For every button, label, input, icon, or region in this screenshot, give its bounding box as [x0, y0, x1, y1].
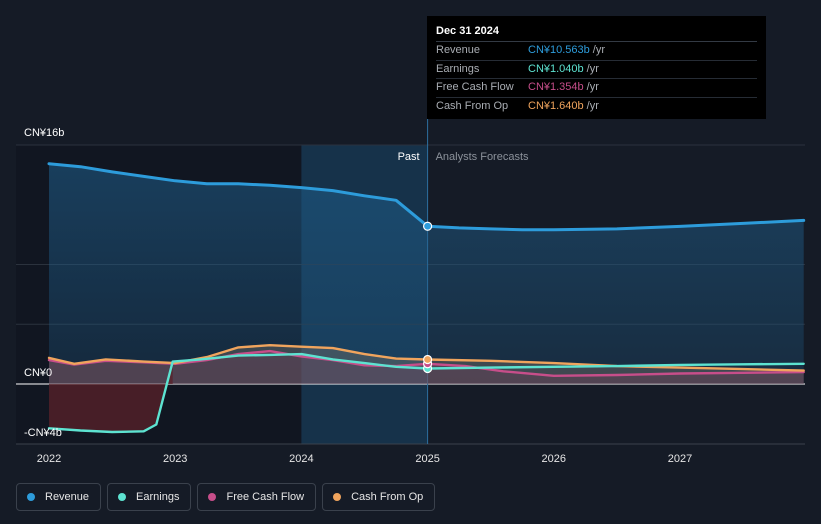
tooltip-row-name: Cash From Op	[436, 99, 509, 112]
legend-label: Earnings	[136, 491, 180, 503]
tooltip-row: Earnings CN¥1.040b/yr	[436, 61, 757, 79]
y-tick-label: -CN¥4b	[24, 427, 62, 439]
tooltip-row-name: Free Cash Flow	[436, 81, 514, 93]
legend-label: Revenue	[45, 491, 90, 503]
tooltip-row-name: Revenue	[436, 44, 481, 56]
legend-item-free-cash-flow[interactable]: Free Cash Flow	[197, 483, 317, 511]
legend-label: Cash From Op	[351, 491, 424, 503]
x-tick-label: 2022	[37, 453, 61, 465]
tooltip-row-unit: /yr	[586, 81, 599, 93]
tooltip: Dec 31 2024 Revenue CN¥10.563b/yr Earnings…	[427, 16, 766, 119]
x-tick-label: 2024	[289, 453, 313, 465]
series-line-earnings	[47, 352, 805, 434]
revenue-area	[49, 163, 804, 384]
series-line-revenue	[47, 162, 806, 232]
tooltip-row-value: CN¥1.640b	[528, 99, 584, 112]
tooltip-date: Dec 31 2024	[436, 24, 757, 42]
legend-item-revenue[interactable]: Revenue	[16, 483, 102, 511]
tooltip-row-name: Earnings	[436, 62, 480, 75]
x-tick-label: 2025	[415, 453, 439, 465]
forecast-label: Analysts Forecasts	[436, 151, 529, 163]
x-tick-label: 2026	[542, 453, 566, 465]
tooltip-row-value: CN¥1.354b	[528, 81, 584, 93]
legend-dot-icon	[333, 493, 342, 501]
tooltip-row-unit: /yr	[592, 44, 606, 56]
marker-cash-from-op	[423, 354, 433, 365]
past-label: Past	[398, 151, 420, 163]
tooltip-row-unit: /yr	[586, 99, 599, 112]
earnings-negative-area	[49, 361, 173, 432]
tooltip-row-value: CN¥10.563b	[528, 44, 590, 56]
y-tick-label: CN¥0	[24, 367, 52, 379]
legend-dot-icon	[27, 493, 35, 501]
legend-item-earnings[interactable]: Earnings	[107, 483, 192, 511]
x-tick-label: 2023	[163, 453, 187, 465]
legend-dot-icon	[118, 493, 127, 501]
marker-revenue	[423, 221, 433, 231]
tooltip-row: Revenue CN¥10.563b/yr	[436, 42, 757, 61]
legend-item-cash-from-op[interactable]: Cash From Op	[322, 483, 436, 511]
tooltip-row: Free Cash Flow CN¥1.354b/yr	[436, 79, 757, 98]
tooltip-row: Cash From Op CN¥1.640b/yr	[436, 98, 757, 116]
tooltip-row-value: CN¥1.040b	[528, 62, 584, 75]
legend: Revenue Earnings Free Cash Flow Cash From O…	[16, 483, 436, 513]
tooltip-row-unit: /yr	[586, 62, 599, 75]
y-tick-label: CN¥16b	[24, 127, 64, 139]
legend-dot-icon	[208, 493, 217, 501]
legend-label: Free Cash Flow	[226, 491, 305, 503]
x-tick-label: 2027	[668, 453, 692, 465]
